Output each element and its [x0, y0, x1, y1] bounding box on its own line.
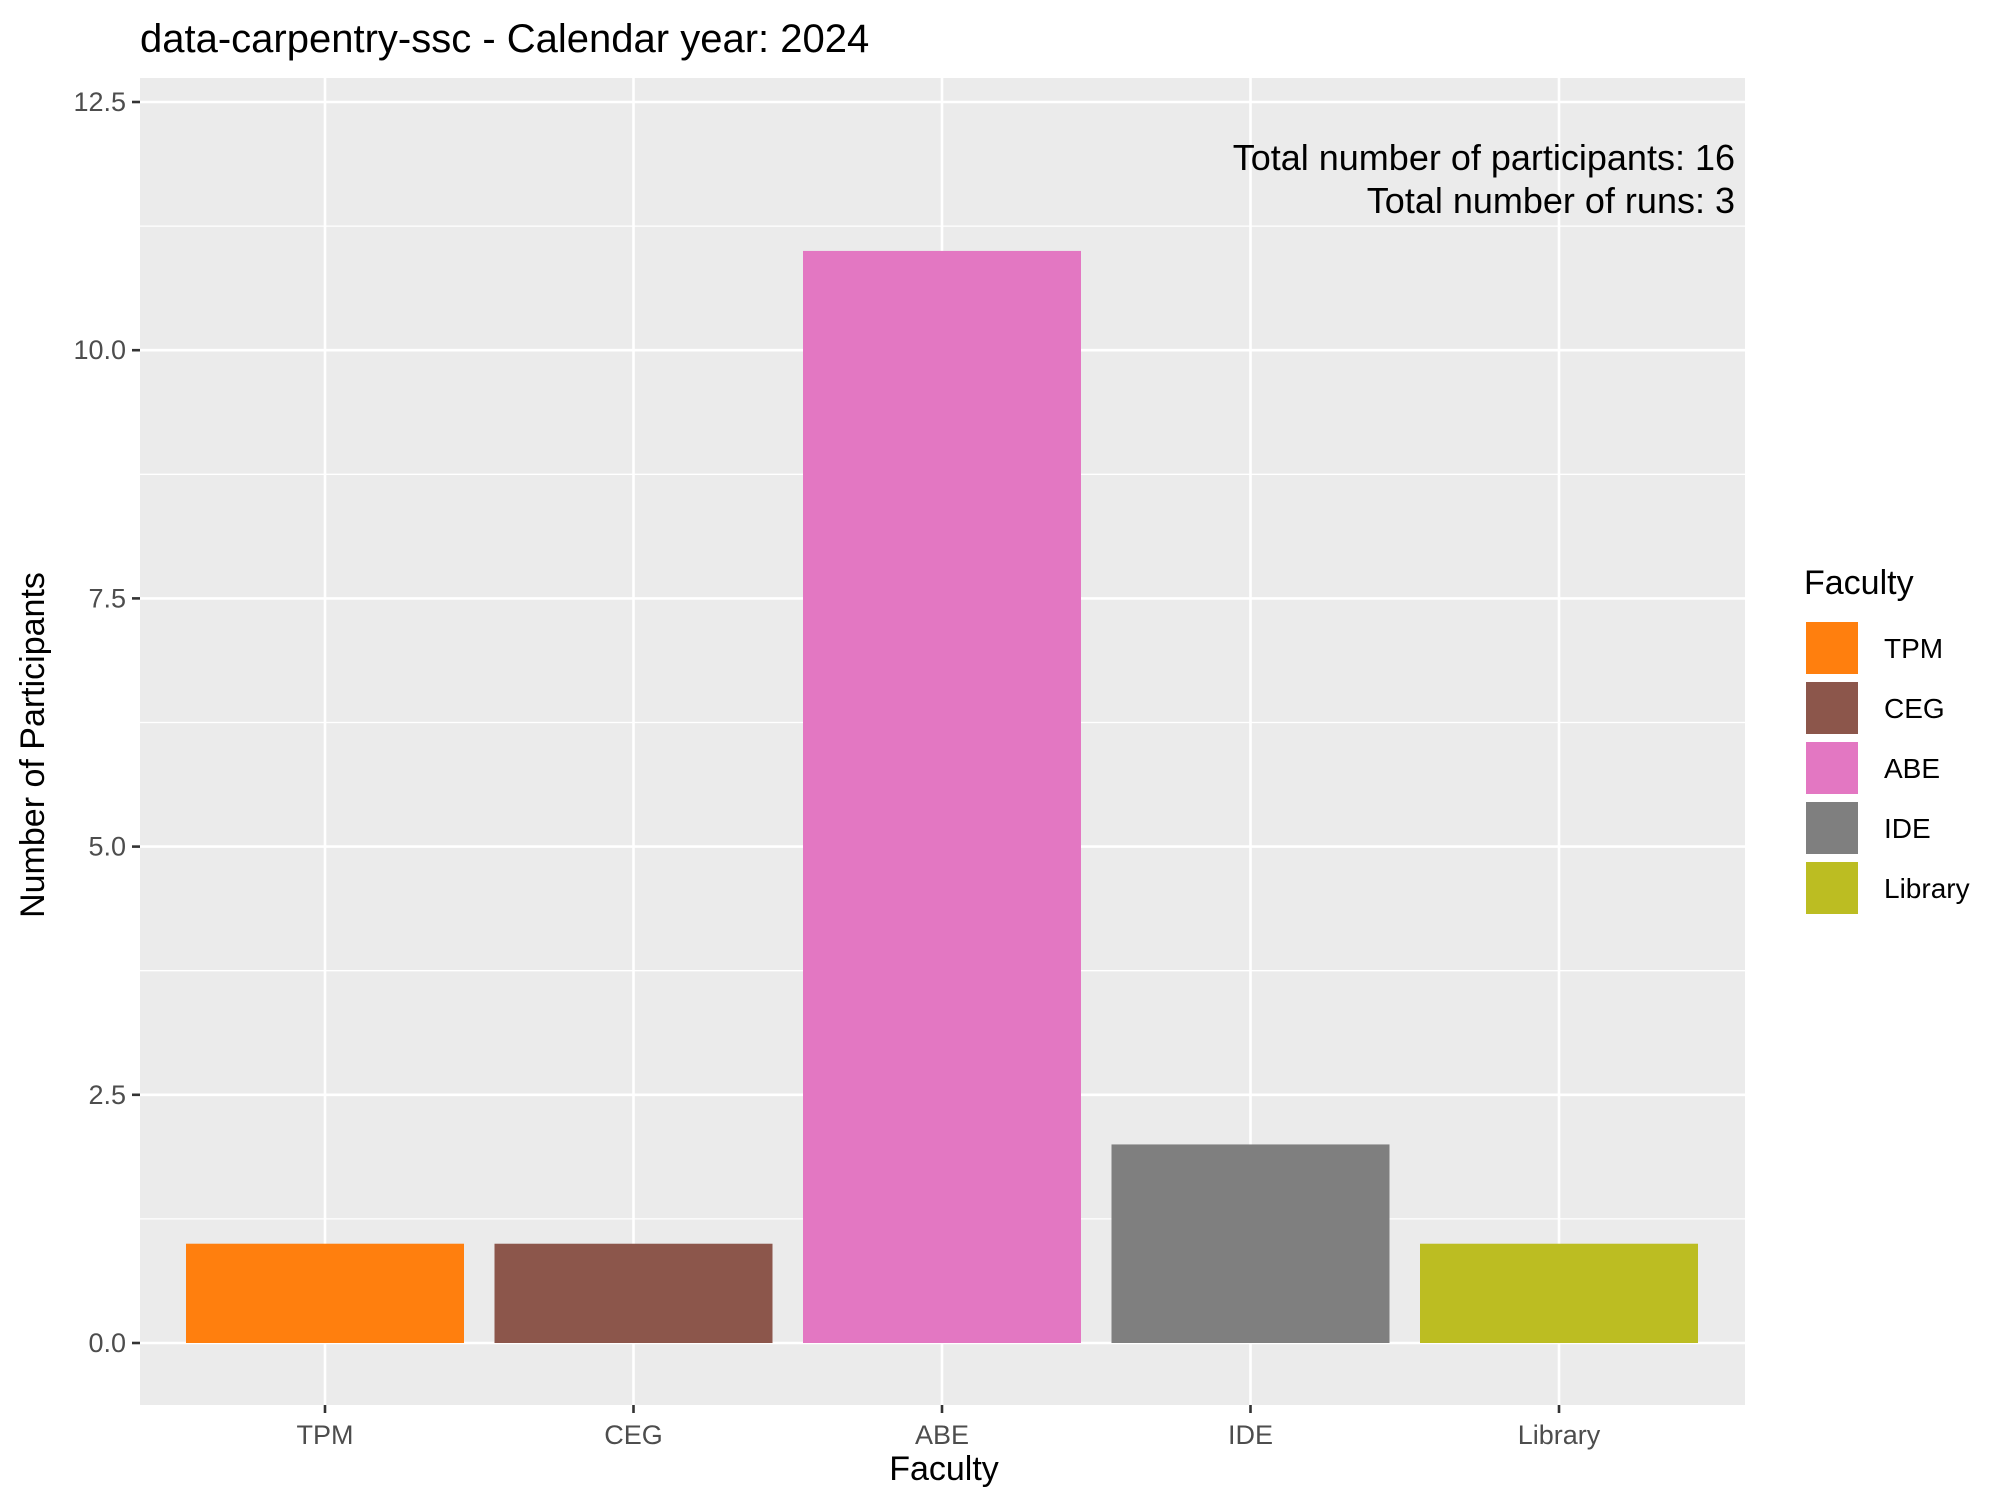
x-tick-label: TPM [297, 1420, 354, 1450]
bar-abe [803, 250, 1081, 1343]
bar-ceg [494, 1243, 773, 1343]
legend-swatch-ide [1806, 802, 1858, 854]
x-tick-label: Library [1518, 1420, 1601, 1450]
bars [186, 250, 1698, 1343]
y-tick-label: 12.5 [73, 87, 126, 117]
legend-swatch-library [1806, 862, 1858, 914]
legend-label: Library [1884, 873, 1970, 904]
chart-title: data-carpentry-ssc - Calendar year: 2024 [140, 17, 869, 61]
x-tick-label: ABE [915, 1420, 969, 1450]
legend-label: TPM [1884, 633, 1943, 664]
bar-tpm [186, 1243, 464, 1343]
legend-label: IDE [1884, 813, 1931, 844]
x-axis-title: Faculty [889, 1450, 999, 1488]
legend-items: TPM CEG ABE IDE Library [1804, 620, 1970, 916]
bar-ide [1111, 1144, 1390, 1343]
y-axis-title: Number of Participants [14, 572, 52, 918]
legend-title: Faculty [1804, 564, 1914, 602]
y-tick-label: 5.0 [88, 832, 126, 862]
bar-library [1420, 1243, 1698, 1343]
legend: Faculty TPM CEG ABE IDE Library [1804, 564, 1970, 916]
x-axis: TPM CEG ABE IDE Library [297, 1405, 1601, 1450]
y-tick-label: 2.5 [88, 1080, 126, 1110]
annotation-participants: Total number of participants: 16 [1233, 137, 1735, 178]
legend-swatch-tpm [1806, 622, 1858, 674]
legend-label: ABE [1884, 753, 1940, 784]
annotation-runs: Total number of runs: 3 [1367, 180, 1735, 221]
x-tick-label: CEG [604, 1420, 663, 1450]
legend-label: CEG [1884, 693, 1945, 724]
legend-swatch-ceg [1806, 682, 1858, 734]
y-tick-label: 10.0 [73, 335, 126, 365]
x-tick-label: IDE [1228, 1420, 1273, 1450]
y-tick-label: 7.5 [88, 583, 126, 613]
y-tick-label: 0.0 [88, 1328, 126, 1358]
legend-swatch-abe [1806, 742, 1858, 794]
y-axis: 0.0 2.5 5.0 7.5 10.0 12.5 [73, 87, 140, 1358]
